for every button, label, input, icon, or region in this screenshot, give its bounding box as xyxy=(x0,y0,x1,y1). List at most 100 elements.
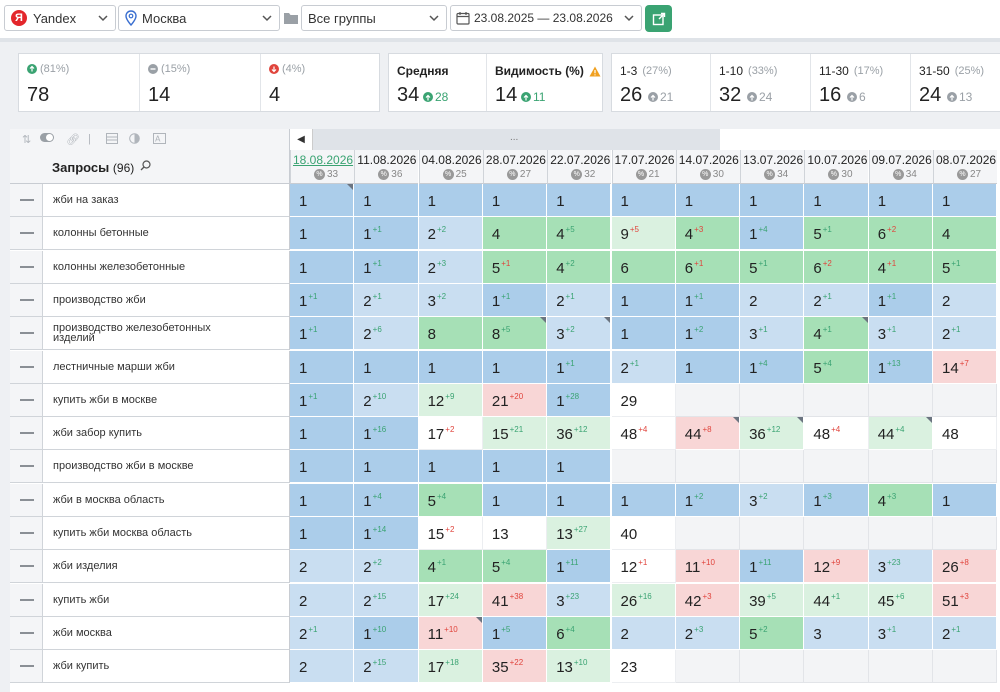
position-cell[interactable]: 3+2 xyxy=(418,283,483,317)
position-cell[interactable]: 40 xyxy=(611,517,676,550)
table-row[interactable]: жби в москва область 1 1+4 5+4 1 1 1 1+2 3+2 1+3 4… xyxy=(10,483,1000,517)
position-cell[interactable] xyxy=(804,650,869,684)
table-icon[interactable] xyxy=(106,133,118,147)
position-cell[interactable]: 1 xyxy=(290,250,355,284)
date-range-select[interactable]: 23.08.2025 — 23.08.2026 xyxy=(450,5,642,31)
position-cell[interactable]: 1 xyxy=(740,184,805,217)
position-cell[interactable]: 1 xyxy=(290,217,355,251)
date-column-header[interactable]: 17.07.2026% 21 xyxy=(611,150,676,184)
table-row[interactable]: производство жби 1+1 2+1 3+2 1+1 2+1 1 1+1 2 2+1 1… xyxy=(10,283,1000,317)
position-cell[interactable]: 2+1 xyxy=(933,616,998,650)
stat-visibility[interactable]: Видимость (%) 14 11 xyxy=(487,54,602,111)
position-cell[interactable]: 1 xyxy=(482,483,548,517)
table-row[interactable]: колонны бетонные 1 1+1 2+2 4 4+5 9+5 4+3 1+4 5+1 6… xyxy=(10,217,1000,251)
position-cell[interactable]: 1 xyxy=(290,184,355,217)
position-cell[interactable]: 2 xyxy=(740,283,805,317)
position-cell[interactable]: 5+1 xyxy=(740,250,805,284)
position-cell[interactable]: 1 xyxy=(482,350,548,384)
position-cell[interactable]: 2+15 xyxy=(354,650,419,684)
position-cell[interactable] xyxy=(740,650,805,684)
query-cell[interactable]: жби москва xyxy=(43,616,290,650)
query-cell[interactable]: колонны бетонные xyxy=(43,217,290,251)
table-row[interactable]: производство жби в москве 1 1 1 1 1 xyxy=(10,450,1000,484)
position-cell[interactable]: 2+6 xyxy=(354,317,419,351)
query-cell[interactable]: купить жби в москве xyxy=(43,383,290,417)
position-cell[interactable]: 1+1 xyxy=(290,317,355,351)
table-row[interactable]: жби москва 2+1 1+10 11+10 1+5 6+4 2 2+3 5+2 3 3+1 2… xyxy=(10,616,1000,650)
position-cell[interactable]: 2 xyxy=(290,550,355,584)
position-cell[interactable] xyxy=(804,517,869,550)
position-cell[interactable]: 14+7 xyxy=(933,350,998,384)
query-cell[interactable]: купить жби москва область xyxy=(43,517,290,550)
position-cell[interactable]: 17+18 xyxy=(418,650,483,684)
table-row[interactable]: купить жби 2 2+15 17+24 41+38 3+23 26+16 42+3 39… xyxy=(10,583,1000,617)
row-collapse-button[interactable] xyxy=(10,616,43,650)
position-cell[interactable]: 1+4 xyxy=(354,483,419,517)
position-cell[interactable]: 5+1 xyxy=(482,250,548,284)
query-cell[interactable]: производство железобетонных изделий xyxy=(43,317,290,351)
position-cell[interactable]: 51+3 xyxy=(933,583,998,617)
stat-down[interactable]: (4%) 4 xyxy=(261,54,379,111)
position-cell[interactable]: 17+24 xyxy=(418,583,483,617)
position-cell[interactable]: 1+11 xyxy=(547,550,612,584)
position-cell[interactable]: 2 xyxy=(290,583,355,617)
position-cell[interactable]: 3+23 xyxy=(868,550,933,584)
position-cell[interactable]: 1 xyxy=(611,483,676,517)
position-cell[interactable]: 2+3 xyxy=(675,616,741,650)
position-cell[interactable]: 3 xyxy=(804,616,869,650)
position-cell[interactable]: 48+4 xyxy=(611,417,676,451)
position-cell[interactable]: 3+1 xyxy=(868,616,933,650)
position-cell[interactable]: 13 xyxy=(482,517,548,550)
position-cell[interactable]: 2+1 xyxy=(933,317,998,351)
table-row[interactable]: колонны железобетонные 1 1+1 2+3 5+1 4+2 6 6+1 5… xyxy=(10,250,1000,284)
position-cell[interactable]: 1+1 xyxy=(290,383,355,417)
position-cell[interactable]: 2+1 xyxy=(290,616,355,650)
position-cell[interactable]: 1 xyxy=(354,450,419,484)
position-cell[interactable]: 3+1 xyxy=(868,317,933,351)
position-cell[interactable]: 35+22 xyxy=(482,650,548,684)
position-cell[interactable]: 1 xyxy=(354,184,419,217)
link-icon[interactable]: 🔗︎ xyxy=(66,134,80,146)
position-cell[interactable]: 4+5 xyxy=(547,217,612,251)
position-cell[interactable]: 1 xyxy=(354,350,419,384)
group-select[interactable]: Все группы xyxy=(301,5,447,31)
stat-range-1-10[interactable]: 1-10 (33%) 32 24 xyxy=(711,54,810,111)
position-cell[interactable]: 23 xyxy=(611,650,676,684)
row-collapse-button[interactable] xyxy=(10,450,43,484)
position-cell[interactable]: 1 xyxy=(418,350,483,384)
position-cell[interactable]: 1+1 xyxy=(868,283,933,317)
position-cell[interactable] xyxy=(611,450,676,484)
table-row[interactable]: лестничные марши жби 1 1 1 1 1+1 2+1 1 1+4 5+4 1+1… xyxy=(10,350,1000,384)
position-cell[interactable] xyxy=(868,383,933,417)
position-cell[interactable]: 1+1 xyxy=(482,283,548,317)
position-cell[interactable]: 4+2 xyxy=(547,250,612,284)
query-cell[interactable]: купить жби xyxy=(43,583,290,617)
position-cell[interactable]: 2 xyxy=(933,283,998,317)
position-cell[interactable]: 1+10 xyxy=(354,616,419,650)
position-cell[interactable]: 1 xyxy=(933,184,998,217)
row-collapse-button[interactable] xyxy=(10,250,43,284)
position-cell[interactable]: 12+9 xyxy=(418,383,483,417)
position-cell[interactable]: 2+3 xyxy=(418,250,483,284)
position-cell[interactable]: 1 xyxy=(418,450,483,484)
toggle-icon[interactable] xyxy=(40,133,54,145)
contrast-icon[interactable] xyxy=(129,133,140,147)
position-cell[interactable] xyxy=(804,450,869,484)
position-cell[interactable]: 2+1 xyxy=(611,350,676,384)
position-cell[interactable]: 1 xyxy=(868,184,933,217)
position-cell[interactable] xyxy=(740,450,805,484)
row-collapse-button[interactable] xyxy=(10,283,43,317)
date-column-header[interactable]: 22.07.2026% 32 xyxy=(547,150,612,184)
position-cell[interactable]: 6+4 xyxy=(547,616,612,650)
engine-select[interactable]: Я Yandex xyxy=(4,5,116,31)
horizontal-scrollbar[interactable]: ◀ ... xyxy=(290,129,720,150)
position-cell[interactable]: 1+2 xyxy=(675,317,741,351)
position-cell[interactable]: 26+16 xyxy=(611,583,676,617)
position-cell[interactable]: 1 xyxy=(547,483,612,517)
position-cell[interactable]: 5+2 xyxy=(740,616,805,650)
position-cell[interactable]: 12+9 xyxy=(804,550,869,584)
position-cell[interactable]: 4 xyxy=(482,217,548,251)
position-cell[interactable]: 4 xyxy=(933,217,998,251)
position-cell[interactable]: 5+4 xyxy=(482,550,548,584)
position-cell[interactable]: 2+2 xyxy=(418,217,483,251)
